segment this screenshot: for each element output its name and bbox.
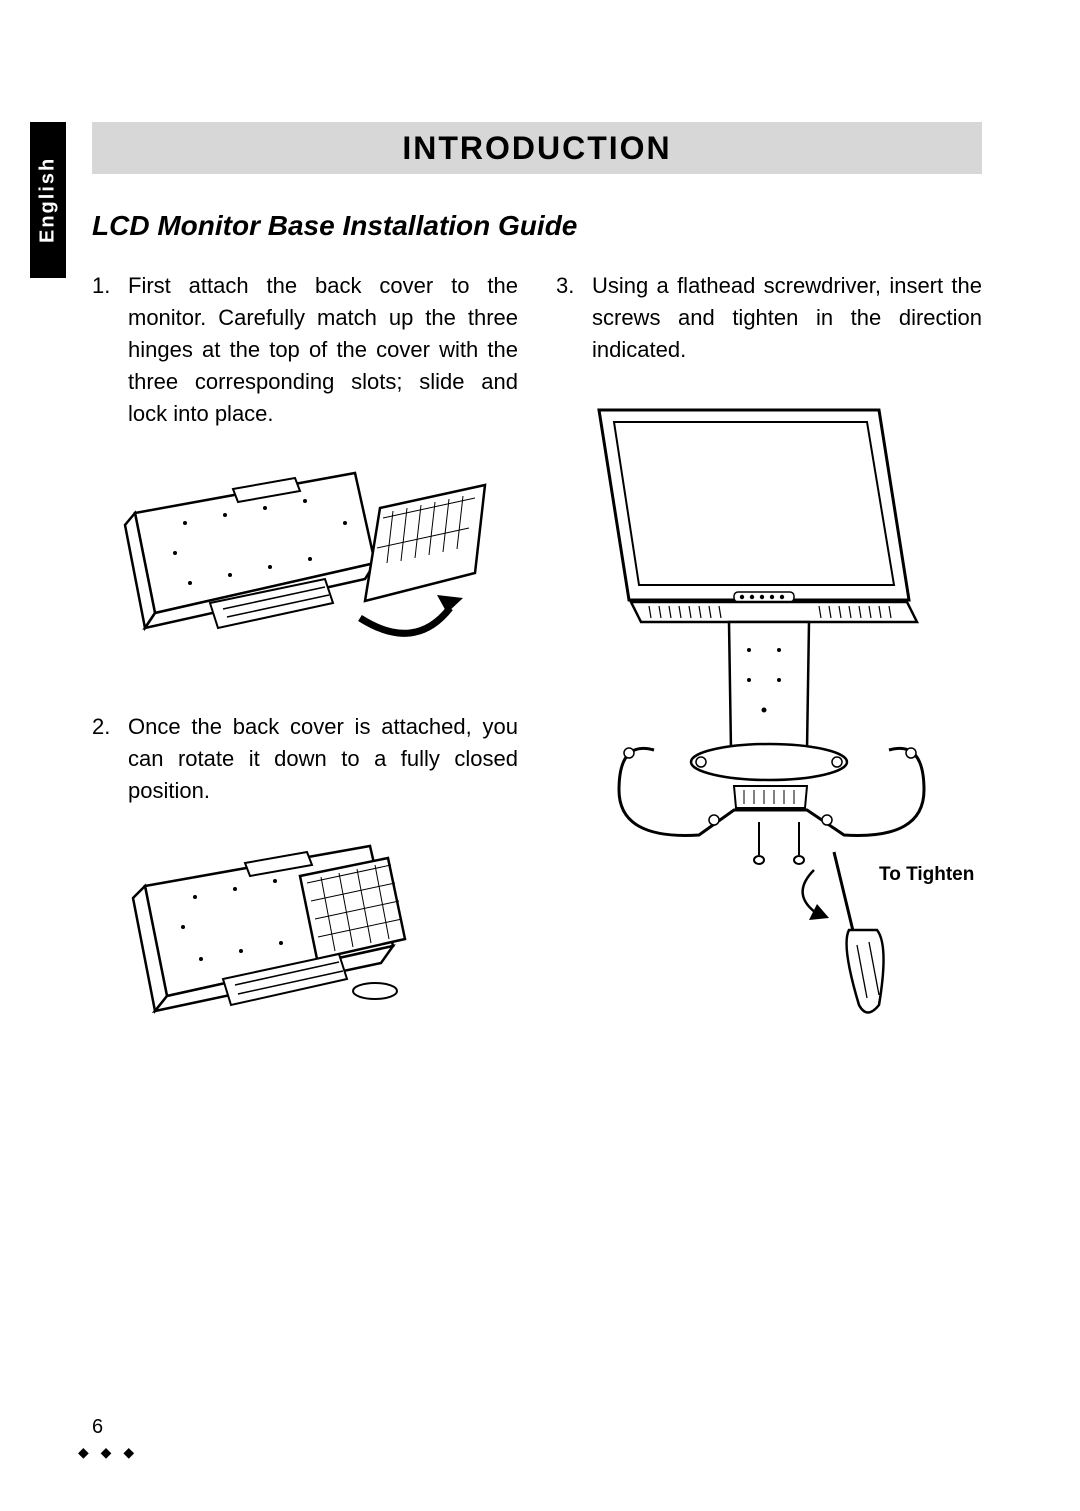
figure-1 [92, 453, 518, 683]
to-tighten-label: To Tighten [879, 864, 974, 885]
page-title: INTRODUCTION [92, 122, 982, 174]
page-number: 6 [92, 1416, 103, 1439]
figure-3: To Tighten [556, 390, 982, 1040]
page-subtitle: LCD Monitor Base Installation Guide [92, 210, 577, 242]
footer-ornament: ◆ ◆ ◆ [78, 1444, 138, 1461]
step-1: 1. First attach the back cover to the mo… [92, 270, 518, 429]
content-columns: 1. First attach the back cover to the mo… [92, 270, 982, 1079]
step-1-number: 1. [92, 270, 116, 429]
step-3-text: Using a flathead screwdriver, insert the… [592, 270, 982, 366]
step-2: 2. Once the back cover is attached, you … [92, 711, 518, 807]
language-tab: English [30, 122, 66, 278]
step-3: 3. Using a flathead screwdriver, insert … [556, 270, 982, 366]
step-3-number: 3. [556, 270, 580, 366]
monitor-back-cover-closed-icon [125, 831, 485, 1051]
step-1-text: First attach the back cover to the monit… [128, 270, 518, 429]
figure-2 [92, 831, 518, 1051]
step-2-text: Once the back cover is attached, you can… [128, 711, 518, 807]
monitor-back-cover-open-icon [115, 453, 495, 683]
step-2-number: 2. [92, 711, 116, 807]
left-column: 1. First attach the back cover to the mo… [92, 270, 518, 1079]
right-column: 3. Using a flathead screwdriver, insert … [556, 270, 982, 1079]
monitor-on-stand-screwdriver-icon: To Tighten [559, 390, 979, 1040]
